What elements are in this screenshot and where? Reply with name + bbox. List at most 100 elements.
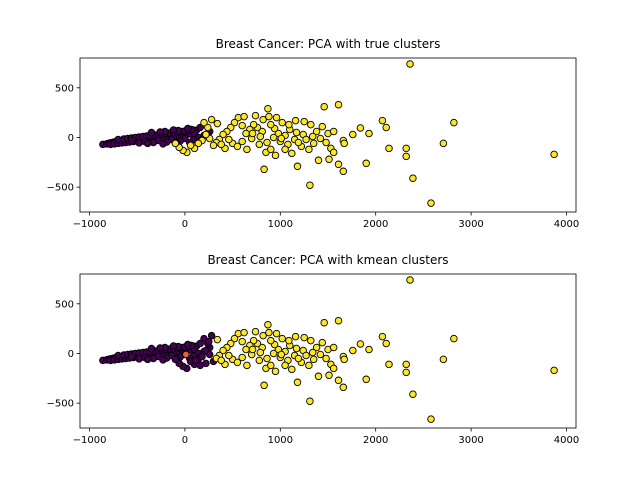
scatter-point — [339, 383, 348, 392]
scatter-point — [207, 115, 216, 124]
scatter-point — [230, 334, 239, 343]
scatter-point — [264, 104, 272, 113]
chart-true-clusters: Breast Cancer: PCA with true clusters −1… — [47, 37, 580, 230]
scatter-point — [242, 129, 250, 138]
scatter-point — [402, 360, 410, 369]
scatter-point — [292, 128, 301, 137]
scatter-point — [147, 128, 156, 137]
y-tick-label: −500 — [47, 183, 74, 194]
scatter-point — [322, 138, 330, 147]
axes: −1000 0 1000 2000 3000 4000 −500 0 500 — [47, 299, 580, 446]
scatter-point — [240, 328, 248, 337]
scatter-point — [267, 336, 275, 345]
x-tick-label: 1000 — [268, 435, 293, 446]
y-tick-label: 500 — [55, 299, 74, 310]
scatter-point — [309, 355, 318, 364]
x-tick-label: −1000 — [73, 435, 107, 446]
scatter-point — [143, 139, 152, 148]
scatter-point — [169, 342, 178, 350]
scatter-point — [450, 118, 458, 127]
scatter-point — [219, 130, 227, 139]
scatter-point — [378, 116, 387, 125]
scatter-point — [302, 135, 310, 144]
scatter-point — [242, 345, 250, 354]
x-tick-label: 3000 — [458, 435, 483, 446]
scatter-point — [127, 136, 136, 145]
scatter-point — [320, 102, 328, 111]
scatter-point — [293, 378, 302, 387]
scatter-point — [260, 165, 268, 174]
scatter-point — [249, 336, 258, 345]
scatter-point — [249, 120, 258, 129]
scatter-point — [307, 336, 315, 345]
scatter-point — [340, 355, 348, 364]
scatter-point — [202, 130, 210, 139]
scatter-point — [550, 150, 558, 159]
scatter-point — [243, 145, 251, 154]
scatter-point — [200, 118, 208, 127]
scatter-point — [329, 343, 338, 352]
scatter-point — [271, 367, 280, 376]
scatter-point — [291, 332, 300, 341]
scatter-point — [135, 139, 143, 147]
scatter-point — [182, 350, 190, 359]
scatter-point — [213, 335, 222, 344]
scatter-points — [99, 276, 558, 423]
scatter-point — [243, 361, 251, 370]
scatter-point — [159, 140, 167, 148]
scatter-point — [225, 135, 233, 144]
scatter-point — [143, 355, 152, 364]
scatter-point — [325, 155, 333, 164]
scatter-point — [184, 340, 192, 349]
scatter-point — [308, 348, 317, 357]
scatter-point — [272, 113, 281, 122]
scatter-point — [382, 339, 390, 348]
scatter-point — [281, 361, 289, 370]
scatter-point — [306, 181, 314, 189]
scatter-point — [362, 159, 370, 168]
x-tick-label: 0 — [182, 435, 188, 446]
scatter-point — [312, 343, 321, 352]
y-tick-label: 0 — [68, 349, 74, 360]
x-tick-label: 4000 — [554, 219, 579, 230]
scatter-point — [207, 331, 216, 340]
scatter-point — [349, 346, 357, 355]
scatter-point — [409, 174, 417, 182]
scatter-point — [263, 138, 271, 147]
scatter-point — [186, 141, 195, 150]
scatter-point — [238, 337, 246, 346]
scatter-point — [265, 112, 273, 121]
scatter-point — [238, 121, 246, 130]
x-tick-label: 2000 — [363, 219, 388, 230]
scatter-point — [260, 381, 268, 390]
scatter-point — [378, 332, 387, 341]
scatter-point — [325, 371, 333, 380]
scatter-point — [318, 338, 327, 347]
scatter-point — [339, 167, 348, 176]
scatter-point — [267, 145, 275, 154]
axes: −1000 0 1000 2000 3000 4000 −500 0 500 — [47, 83, 580, 230]
scatter-point — [300, 117, 308, 126]
scatter-point — [439, 139, 448, 148]
scatter-point — [238, 137, 246, 146]
scatter-point — [329, 364, 338, 373]
scatter-point — [217, 356, 225, 365]
scatter-point — [256, 348, 265, 357]
scatter-point — [306, 397, 314, 405]
scatter-point — [402, 368, 410, 377]
scatter-point — [334, 100, 343, 109]
scatter-point — [251, 111, 260, 120]
scatter-point — [406, 276, 414, 284]
y-tick-label: 500 — [55, 83, 74, 94]
chart-title: Breast Cancer: PCA with kmean clusters — [207, 253, 448, 267]
x-tick-label: 1000 — [268, 219, 293, 230]
scatter-point — [314, 156, 323, 165]
scatter-point — [248, 129, 257, 138]
scatter-point — [256, 132, 265, 141]
scatter-point — [196, 361, 204, 370]
scatter-point — [439, 355, 448, 364]
scatter-point — [285, 120, 293, 129]
scatter-point — [427, 415, 435, 423]
scatter-point — [169, 126, 178, 134]
